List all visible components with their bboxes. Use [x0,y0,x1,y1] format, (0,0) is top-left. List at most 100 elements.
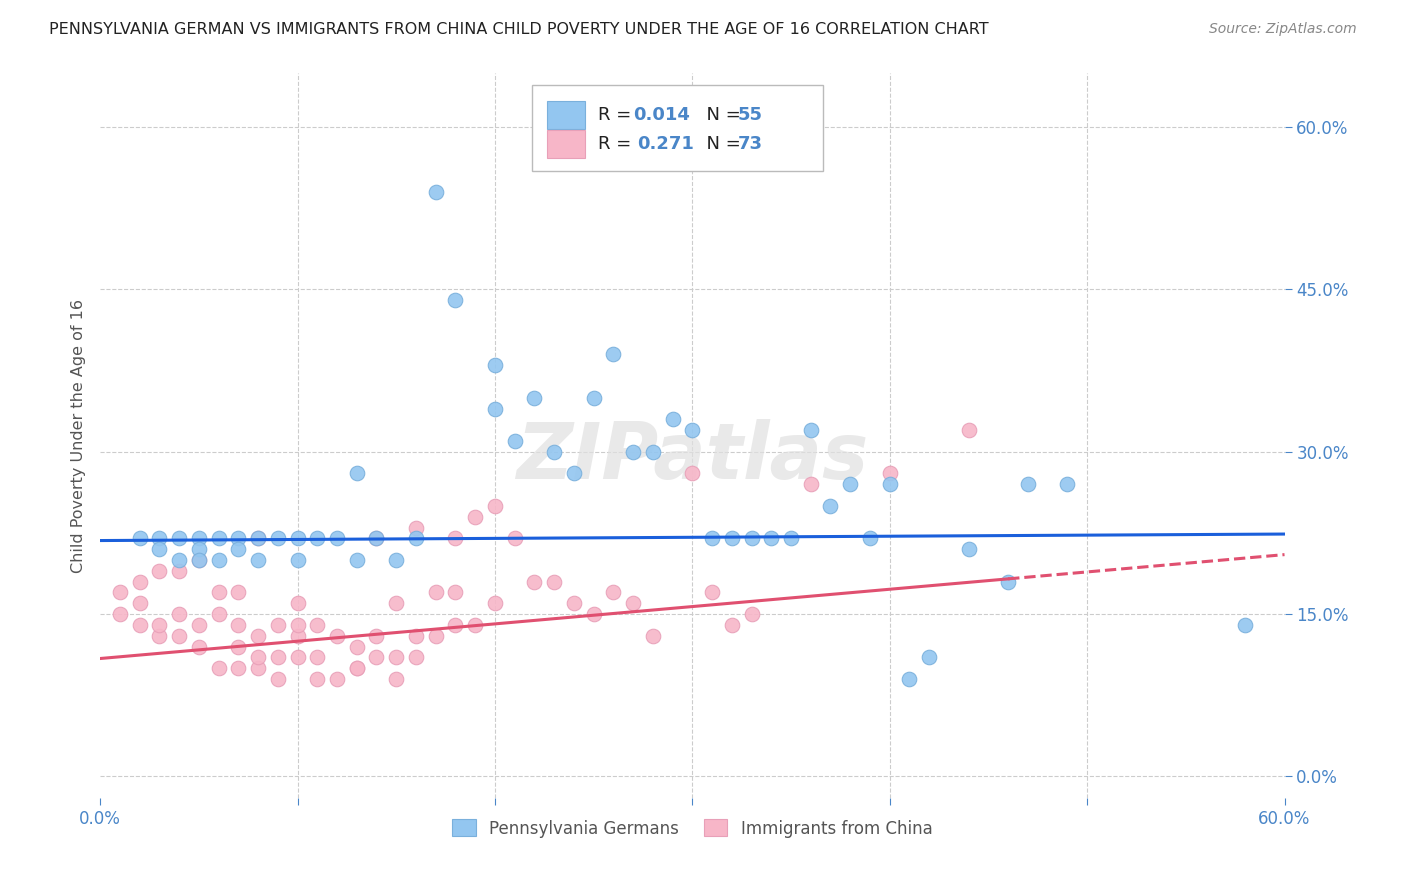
Point [346,640,368,654]
Point [385,672,408,686]
Point [346,467,368,481]
Point [484,401,506,416]
Point [918,650,941,665]
Point [366,629,388,643]
Point [425,185,447,199]
Point [128,618,150,632]
Point [287,532,309,546]
Point [148,532,170,546]
Point [307,672,329,686]
Point [898,672,921,686]
Point [226,532,249,546]
Point [148,542,170,557]
Point [425,585,447,599]
Point [366,650,388,665]
Point [366,532,388,546]
Text: PENNSYLVANIA GERMAN VS IMMIGRANTS FROM CHINA CHILD POVERTY UNDER THE AGE OF 16 C: PENNSYLVANIA GERMAN VS IMMIGRANTS FROM C… [49,22,988,37]
Point [207,532,229,546]
Point [464,509,486,524]
Text: N =: N = [695,106,747,124]
Text: 55: 55 [737,106,762,124]
Point [128,596,150,610]
Point [187,618,209,632]
Point [997,574,1019,589]
Point [287,596,309,610]
Point [366,532,388,546]
Point [167,553,190,567]
Point [405,520,427,534]
Point [957,423,980,437]
Point [287,629,309,643]
Point [307,650,329,665]
Point [444,293,467,308]
Point [464,618,486,632]
FancyBboxPatch shape [533,86,823,171]
Point [385,553,408,567]
Point [879,467,901,481]
Point [681,467,703,481]
Point [444,618,467,632]
Point [167,564,190,578]
Point [267,672,290,686]
Point [484,596,506,610]
Point [761,532,783,546]
Point [307,532,329,546]
Point [247,629,270,643]
Point [741,607,763,622]
Point [780,532,803,546]
Point [820,499,842,513]
Point [207,585,229,599]
Point [405,629,427,643]
Point [405,532,427,546]
Point [484,499,506,513]
Point [346,661,368,675]
Point [326,532,349,546]
Point [128,532,150,546]
Point [602,347,624,361]
Point [247,532,270,546]
Point [602,585,624,599]
Point [385,596,408,610]
Point [879,477,901,491]
Point [720,618,742,632]
Point [346,661,368,675]
Point [484,358,506,372]
Legend: Pennsylvania Germans, Immigrants from China: Pennsylvania Germans, Immigrants from Ch… [446,813,939,844]
Point [444,532,467,546]
Point [187,553,209,567]
Point [287,618,309,632]
Text: N =: N = [695,135,747,153]
Point [226,661,249,675]
Point [207,553,229,567]
Point [700,532,723,546]
Text: R =: R = [598,106,637,124]
Point [681,423,703,437]
Point [523,391,546,405]
Point [523,574,546,589]
Point [187,532,209,546]
Point [346,553,368,567]
Point [720,532,742,546]
Point [562,596,585,610]
Point [859,532,882,546]
Point [661,412,683,426]
Point [108,607,131,622]
Point [267,618,290,632]
Point [307,618,329,632]
Point [207,661,229,675]
Point [187,640,209,654]
Point [582,391,605,405]
Point [148,629,170,643]
Point [226,585,249,599]
Point [326,672,349,686]
Point [503,434,526,448]
Text: 0.014: 0.014 [633,106,690,124]
Point [247,553,270,567]
Y-axis label: Child Poverty Under the Age of 16: Child Poverty Under the Age of 16 [72,299,86,573]
Text: R =: R = [598,135,643,153]
Point [543,444,565,458]
Point [385,650,408,665]
Point [1017,477,1039,491]
Point [562,467,585,481]
Bar [547,102,585,128]
